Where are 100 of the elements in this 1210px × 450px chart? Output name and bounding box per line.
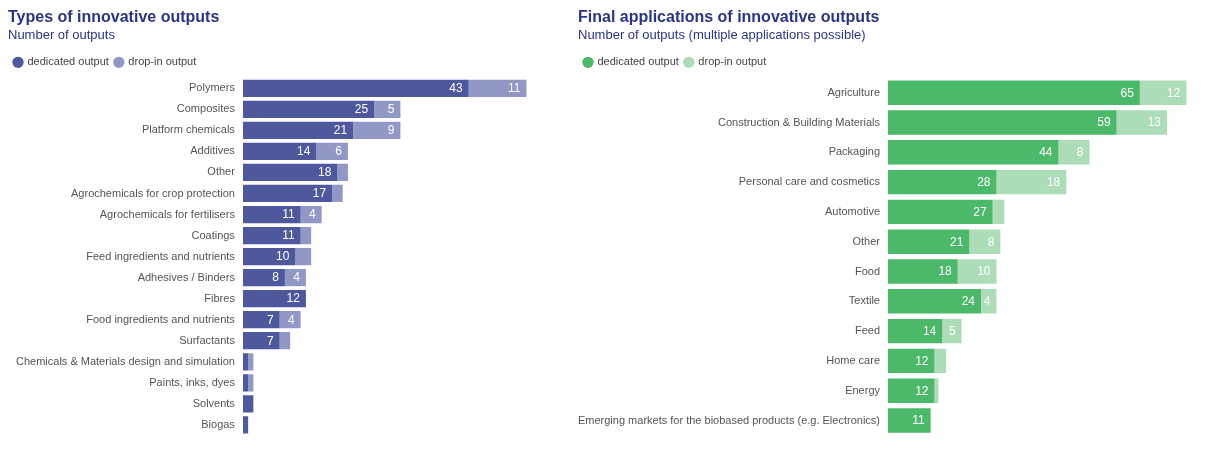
y-tick-label: Textile [848, 294, 880, 307]
data-label: 65 [1120, 85, 1135, 100]
y-tick-label: Agrochemicals for fertilisers [99, 207, 236, 220]
bar [888, 378, 935, 403]
bar [969, 229, 1001, 254]
data-label: 9 [387, 123, 395, 138]
y-tick-label: Feed ingredients and nutrients [86, 249, 236, 262]
bar [242, 395, 254, 413]
text: Types of innovative outputs [8, 8, 220, 26]
legend-label: drop-in output [128, 55, 197, 68]
data-label: 4 [293, 270, 301, 285]
y-tick-label: Construction & Building Materials [717, 115, 881, 128]
bar [242, 163, 338, 182]
data-label: 25 [354, 102, 369, 117]
y-tick-label: Food [854, 264, 880, 277]
bar [242, 184, 333, 203]
bar [468, 79, 527, 97]
bar [888, 408, 931, 433]
bar [957, 259, 997, 284]
y-tick-label: Other [207, 165, 236, 178]
data-label: 12 [915, 383, 929, 398]
y-tick-label: Composites [176, 102, 236, 115]
y-tick-label: Platform chemicals [141, 123, 236, 136]
bar [996, 169, 1067, 195]
bar [242, 290, 306, 308]
data-label: 10 [276, 249, 290, 264]
y-tick-label: Solvents [192, 396, 236, 409]
y-tick-label: Adhesives / Binders [137, 270, 236, 283]
data-label: 11 [912, 413, 925, 428]
data-label: 43 [449, 81, 464, 96]
y-tick-label: Biogas [201, 417, 236, 430]
bar [888, 259, 958, 284]
y-tick-label: Polymers [189, 81, 236, 94]
data-label: 6 [335, 144, 343, 159]
bar [242, 311, 280, 329]
y-tick-label: Energy [845, 383, 881, 396]
y-tick-label: Automotive [824, 204, 880, 217]
y-tick-label: Chemicals & Materials design and simulation [15, 354, 235, 367]
bar [888, 80, 1140, 105]
y-tick-label: Agriculture [827, 85, 880, 98]
y-tick-label: Coatings [191, 228, 236, 241]
bar [242, 353, 249, 371]
data-label: 4 [287, 312, 295, 327]
bar [337, 163, 348, 182]
legend-label: dedicated output [27, 55, 109, 68]
y-tick-label: Agrochemicals for crop protection [71, 186, 235, 199]
bar [888, 110, 1117, 135]
bar [242, 205, 301, 224]
y-tick-label: Food ingredients and nutrients [86, 312, 236, 325]
data-label: 12 [1167, 85, 1181, 100]
bar [888, 289, 981, 314]
data-label: 11 [282, 228, 295, 243]
bar [888, 199, 993, 225]
bar [242, 100, 375, 118]
data-label: 12 [915, 353, 929, 368]
data-label: 4 [983, 294, 991, 309]
data-label: 5 [948, 323, 956, 338]
bar [242, 269, 285, 287]
bar [1139, 80, 1187, 105]
bar [942, 318, 962, 344]
bar [981, 289, 997, 314]
bar [934, 348, 947, 374]
legend-label: dedicated output [597, 55, 679, 68]
bar [1058, 140, 1090, 165]
bar [888, 169, 997, 195]
y-tick-label: Personal care and cosmetics [738, 175, 881, 188]
bar [888, 140, 1059, 165]
bar [279, 332, 291, 350]
bar [316, 142, 348, 161]
data-label: 10 [977, 264, 991, 279]
y-tick-label: Emerging markets for the biobased products (e.g. Electronics) [577, 413, 880, 426]
data-label: 14 [297, 144, 311, 159]
data-label: 44 [1039, 145, 1053, 160]
bar [353, 121, 401, 140]
y-tick-label: Additives [190, 144, 236, 157]
data-label: 4 [308, 207, 316, 222]
bar [242, 79, 469, 97]
data-label: 18 [318, 165, 332, 180]
bar [242, 374, 249, 392]
data-label: 18 [938, 264, 953, 279]
bar [248, 353, 254, 371]
bar [332, 184, 343, 203]
text: Final applications of innovative outputs [578, 8, 880, 26]
y-tick-label: Other [852, 234, 881, 247]
data-label: 8 [1076, 145, 1084, 160]
bar [242, 226, 301, 245]
bar [888, 348, 935, 374]
y-tick-label: Fibres [204, 291, 236, 304]
data-label: 5 [387, 102, 395, 117]
data-label: 28 [977, 174, 991, 189]
bar [300, 226, 312, 245]
bar [242, 121, 354, 140]
bar [1116, 110, 1167, 135]
data-label: 18 [1046, 174, 1061, 189]
y-tick-label: Paints, inks, dyes [149, 375, 236, 388]
legend-label: drop-in output [698, 55, 767, 68]
bar [295, 247, 312, 266]
y-tick-label: Feed [854, 324, 880, 337]
data-label: 59 [1097, 115, 1111, 130]
y-tick-label: Home care [826, 353, 880, 366]
